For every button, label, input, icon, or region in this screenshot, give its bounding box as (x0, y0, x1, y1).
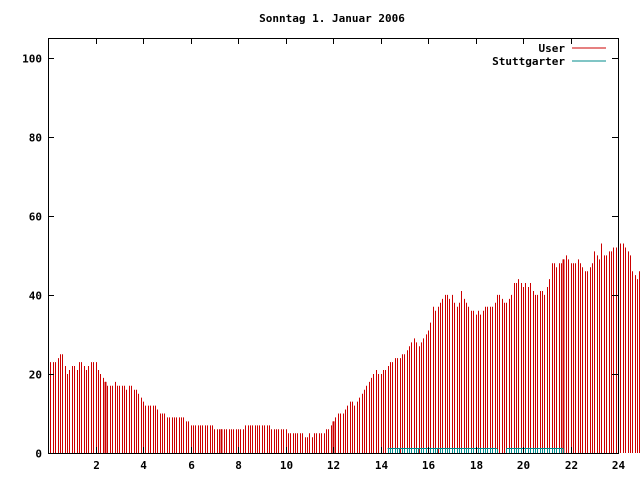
x-tick-label: 24 (612, 459, 626, 472)
x-tick-label: 12 (327, 459, 340, 472)
x-tick-label: 2 (93, 459, 100, 472)
x-tick-label: 20 (517, 459, 530, 472)
x-tick-label: 16 (422, 459, 436, 472)
bar-group (48, 243, 640, 453)
chart-title: Sonntag 1. Januar 2006 (259, 12, 405, 25)
legend: User Stuttgarter (492, 42, 606, 68)
legend-label-user: User (539, 42, 566, 55)
y-tick-label: 60 (29, 211, 42, 224)
x-tick-label: 6 (188, 459, 195, 472)
x-tick-label: 10 (280, 459, 293, 472)
y-tick-label: 80 (29, 132, 42, 145)
y-tick-label: 100 (22, 53, 42, 66)
y-tick-label: 0 (35, 448, 42, 461)
x-tick-label: 14 (375, 459, 389, 472)
y-tick-label: 40 (29, 290, 42, 303)
legend-label-stuttgarter: Stuttgarter (492, 55, 565, 68)
y-tick-label: 20 (29, 369, 42, 382)
stuttgarter-series (387, 448, 564, 453)
x-tick-label: 8 (235, 459, 242, 472)
x-tick-label: 18 (470, 459, 483, 472)
x-tick-label: 22 (565, 459, 578, 472)
x-tick-label: 4 (140, 459, 147, 472)
